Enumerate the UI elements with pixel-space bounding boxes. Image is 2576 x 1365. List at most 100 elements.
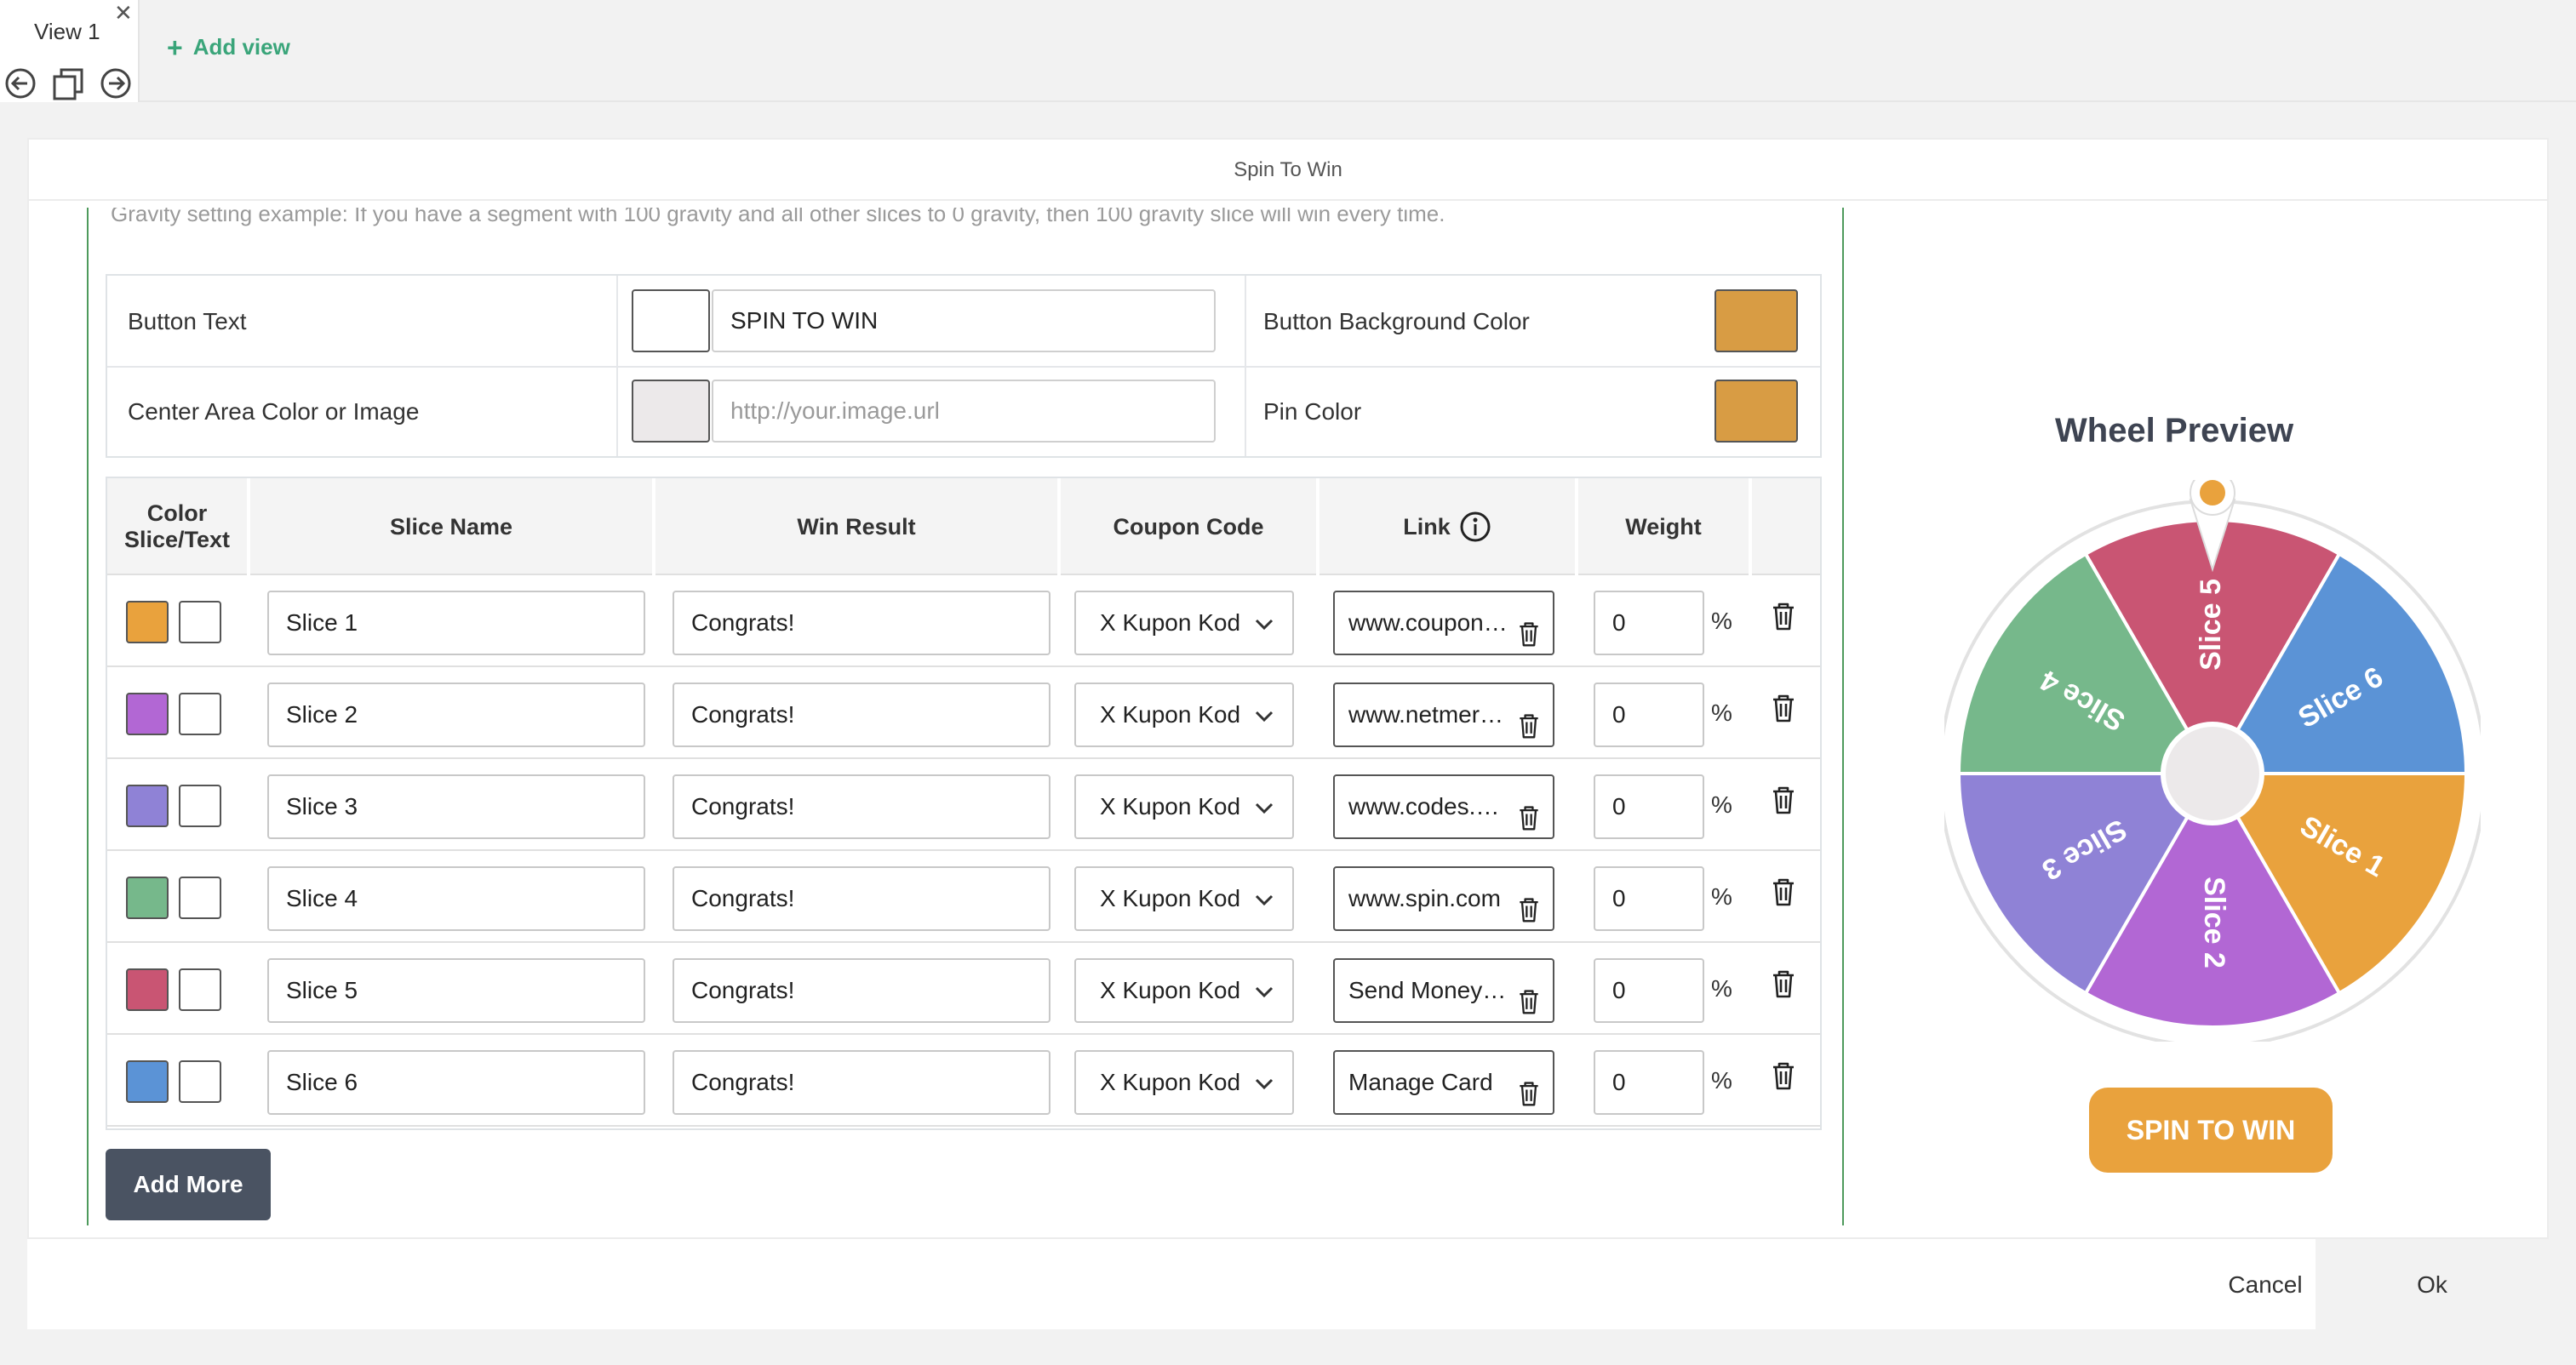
divider — [1245, 276, 1246, 456]
slice-name-input[interactable]: Slice 5 — [267, 958, 645, 1023]
delete-row-icon[interactable] — [1771, 968, 1796, 999]
win-result-input[interactable]: Congrats! — [673, 958, 1050, 1023]
coupon-code-value: X Kupon Kod — [1100, 1069, 1241, 1095]
arrow-left-circle-icon[interactable] — [3, 66, 37, 100]
link-value: www.netmer… — [1348, 701, 1504, 728]
slice-color-swatch[interactable] — [126, 1060, 169, 1103]
slice-text-color-swatch[interactable] — [179, 968, 221, 1011]
button-text-input[interactable]: SPIN TO WIN — [712, 289, 1216, 352]
coupon-code-select[interactable]: X Kupon Kod — [1074, 866, 1294, 931]
view-tab[interactable]: View 1 ✕ — [0, 0, 140, 102]
center-area-label: Center Area Color or Image — [128, 398, 420, 425]
table-row: Slice 5 Congrats! X Kupon Kod Send Money… 0% — [107, 943, 1820, 1035]
clear-link-icon[interactable] — [1517, 609, 1541, 647]
slice-text-color-swatch[interactable] — [179, 693, 221, 735]
spin-to-win-button[interactable]: SPIN TO WIN — [2089, 1088, 2333, 1173]
cancel-button[interactable]: Cancel — [2228, 1271, 2303, 1298]
slice-name-input[interactable]: Slice 6 — [267, 1050, 645, 1115]
header-link: Link — [1319, 478, 1578, 575]
weight-input[interactable]: 0 — [1594, 1050, 1704, 1115]
win-result-input[interactable]: Congrats! — [673, 682, 1050, 747]
link-value: Send Money… — [1348, 977, 1507, 1003]
slice-name-input[interactable]: Slice 2 — [267, 682, 645, 747]
link-value: www.codes.… — [1348, 793, 1500, 820]
coupon-code-select[interactable]: X Kupon Kod — [1074, 1050, 1294, 1115]
link-input[interactable]: www.codes.… — [1333, 774, 1554, 839]
wheel-slice — [2083, 769, 2342, 1029]
slice-text-color-swatch[interactable] — [179, 1060, 221, 1103]
add-view-button[interactable]: + Add view — [167, 34, 290, 61]
table-row: Slice 2 Congrats! X Kupon Kod www.netmer… 0% — [107, 667, 1820, 759]
close-icon[interactable]: ✕ — [114, 0, 133, 26]
clear-link-icon[interactable] — [1517, 885, 1541, 922]
add-more-button[interactable]: Add More — [106, 1149, 271, 1220]
slice-color-swatch[interactable] — [126, 877, 169, 919]
settings-panel: Gravity setting example: If you have a s… — [87, 208, 1844, 1225]
slice-text-color-swatch[interactable] — [179, 877, 221, 919]
delete-row-icon[interactable] — [1771, 785, 1796, 815]
button-text-color-picker[interactable] — [632, 289, 710, 352]
weight-input[interactable]: 0 — [1594, 958, 1704, 1023]
coupon-code-value: X Kupon Kod — [1100, 793, 1241, 820]
percent-label: % — [1711, 883, 1732, 910]
divider — [616, 276, 618, 456]
coupon-code-select[interactable]: X Kupon Kod — [1074, 774, 1294, 839]
win-result-input[interactable]: Congrats! — [673, 866, 1050, 931]
wheel-pin-dot — [2200, 480, 2225, 505]
info-icon[interactable] — [1459, 511, 1491, 543]
win-result-input[interactable]: Congrats! — [673, 774, 1050, 839]
slice-name-input[interactable]: Slice 4 — [267, 866, 645, 931]
delete-row-icon[interactable] — [1771, 601, 1796, 631]
delete-row-icon[interactable] — [1771, 1060, 1796, 1091]
pin-color-picker[interactable] — [1714, 380, 1798, 443]
coupon-code-select[interactable]: X Kupon Kod — [1074, 591, 1294, 655]
coupon-code-value: X Kupon Kod — [1100, 885, 1241, 911]
link-input[interactable]: Send Money… — [1333, 958, 1554, 1023]
slice-color-swatch[interactable] — [126, 968, 169, 1011]
coupon-code-select[interactable]: X Kupon Kod — [1074, 958, 1294, 1023]
slice-color-swatch[interactable] — [126, 693, 169, 735]
weight-input[interactable]: 0 — [1594, 682, 1704, 747]
win-result-input[interactable]: Congrats! — [673, 1050, 1050, 1115]
weight-input[interactable]: 0 — [1594, 866, 1704, 931]
wheel-slice — [2209, 772, 2469, 996]
link-input[interactable]: www.coupon… — [1333, 591, 1554, 655]
slice-name-input[interactable]: Slice 1 — [267, 591, 645, 655]
delete-row-icon[interactable] — [1771, 693, 1796, 723]
slice-color-swatch[interactable] — [126, 785, 169, 827]
delete-row-icon[interactable] — [1771, 877, 1796, 907]
chevron-down-icon — [1255, 711, 1274, 722]
arrow-right-circle-icon[interactable] — [99, 66, 133, 100]
weight-input[interactable]: 0 — [1594, 591, 1704, 655]
center-color-picker[interactable] — [632, 380, 710, 443]
button-settings: Button Text SPIN TO WIN Button Backgroun… — [106, 274, 1822, 458]
coupon-code-select[interactable]: X Kupon Kod — [1074, 682, 1294, 747]
clear-link-icon[interactable] — [1517, 701, 1541, 739]
link-input[interactable]: www.spin.com — [1333, 866, 1554, 931]
slice-text-color-swatch[interactable] — [179, 601, 221, 643]
button-bg-color-picker[interactable] — [1714, 289, 1798, 352]
link-input[interactable]: Manage Card — [1333, 1050, 1554, 1115]
add-view-label: Add view — [192, 34, 290, 60]
chevron-down-icon — [1255, 619, 1274, 631]
link-input[interactable]: www.netmer… — [1333, 682, 1554, 747]
slice-color-swatch[interactable] — [126, 601, 169, 643]
percent-label: % — [1711, 975, 1732, 1002]
header-actions — [1752, 478, 1823, 575]
win-result-input[interactable]: Congrats! — [673, 591, 1050, 655]
slice-name-input[interactable]: Slice 3 — [267, 774, 645, 839]
clear-link-icon[interactable] — [1517, 977, 1541, 1014]
percent-label: % — [1711, 608, 1732, 634]
header-win-result: Win Result — [655, 478, 1061, 575]
clear-link-icon[interactable] — [1517, 1069, 1541, 1106]
tab-actions — [3, 66, 133, 100]
duplicate-icon[interactable] — [51, 66, 85, 100]
weight-input[interactable]: 0 — [1594, 774, 1704, 839]
link-value: www.coupon… — [1348, 609, 1508, 636]
clear-link-icon[interactable] — [1517, 793, 1541, 831]
ok-button[interactable]: Ok — [2316, 1239, 2549, 1331]
slice-text-color-swatch[interactable] — [179, 785, 221, 827]
center-image-url-input[interactable]: http://your.image.url — [712, 380, 1216, 443]
header-weight: Weight — [1578, 478, 1752, 575]
